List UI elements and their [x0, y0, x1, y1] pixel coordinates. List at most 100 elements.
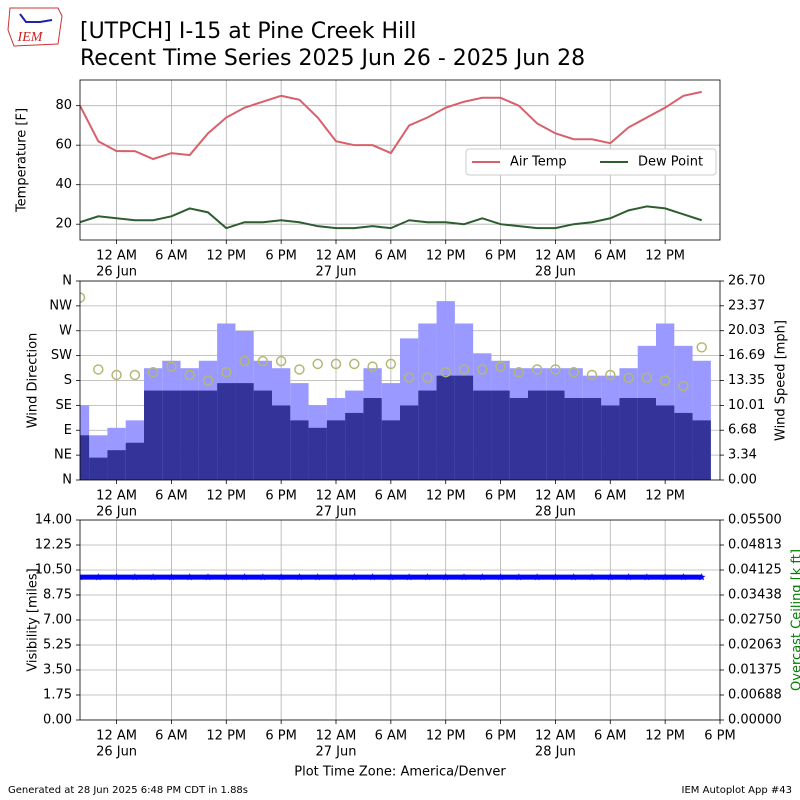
wind-bar	[491, 390, 510, 480]
wind-bar	[637, 398, 656, 480]
wind-bar	[253, 390, 272, 480]
x-tick-label: 12 AM	[316, 249, 357, 264]
x-tick-label: 12 AM	[96, 489, 137, 504]
direction-point	[166, 361, 177, 372]
wind-bar	[509, 398, 528, 480]
wind-bar	[144, 390, 163, 480]
direction-point	[568, 366, 579, 378]
plot-frame	[79, 79, 721, 241]
x-tick-label: 6 PM	[485, 729, 516, 744]
y2-tick-label: 0.04813	[728, 538, 782, 553]
x-tick-label: 6 AM	[375, 249, 408, 264]
y-tick-label: SW	[51, 348, 72, 363]
wind-bar	[235, 383, 254, 480]
direction-point	[80, 292, 86, 303]
x-tick-label: 12 AM	[316, 489, 357, 504]
y-tick-label: 40	[55, 177, 72, 192]
wind-bar	[601, 405, 620, 480]
y-tick-label: N	[62, 274, 72, 289]
direction-point	[605, 369, 616, 381]
y2-tick-label: 13.35	[728, 373, 765, 388]
direction-point	[294, 364, 305, 375]
wind-bar	[454, 375, 474, 480]
y2-tick-label: 23.37	[728, 298, 765, 313]
footer-left: Generated at 28 Jun 2025 6:48 PM CDT in …	[8, 785, 248, 796]
y-axis-label: Wind Direction	[26, 333, 41, 429]
logo-text: IEM	[17, 30, 44, 45]
wind-bar	[692, 420, 711, 480]
y2-tick-label: 0.00000	[728, 713, 782, 728]
x-tick-label: 6 AM	[594, 729, 627, 744]
y2-tick-label: 16.69	[728, 348, 765, 363]
y2-tick-label: 0.02063	[728, 638, 782, 653]
x-tick-date: 26 Jun	[96, 505, 137, 520]
wind-bar	[162, 390, 181, 480]
y-tick-label: S	[64, 373, 72, 388]
wind-bar	[473, 390, 492, 480]
x-tick-label: 6 PM	[485, 249, 516, 264]
direction-point	[696, 342, 707, 353]
y-tick-label: 20	[55, 217, 72, 232]
wind-bar	[80, 435, 90, 480]
x-tick-label: 6 AM	[594, 489, 627, 504]
wind-bar	[345, 412, 364, 480]
wind-bar	[217, 383, 236, 480]
direction-point	[129, 369, 141, 381]
y-tick-label: 3.50	[43, 663, 72, 678]
y2-tick-label: 0.01375	[728, 663, 782, 678]
x-tick-label: 12 PM	[645, 489, 685, 504]
wind-bar	[546, 390, 565, 480]
direction-point	[477, 364, 488, 375]
direction-point	[221, 366, 232, 378]
direction-point	[111, 369, 122, 381]
line-series	[80, 90, 702, 161]
direction-point	[641, 372, 653, 383]
wind-bar	[381, 420, 400, 480]
y2-tick-label: 0.04125	[728, 563, 782, 578]
plot-area	[80, 281, 720, 480]
wind-bar	[400, 405, 419, 480]
y2-tick-label: 0.03438	[728, 588, 782, 603]
y-tick-label: NW	[49, 298, 72, 313]
y-tick-label: NE	[54, 448, 72, 463]
y-tick-label: 10.50	[35, 563, 72, 578]
wind-bar	[180, 390, 199, 480]
y-tick-label: SE	[56, 398, 72, 413]
x-tick-label: 12 PM	[206, 729, 246, 744]
direction-point	[531, 364, 543, 375]
footer-right: IEM Autoplot App #43	[682, 785, 792, 796]
x-tick-date: 26 Jun	[96, 265, 137, 280]
y-tick-label: W	[59, 323, 72, 338]
y2-tick-label: 0.05500	[728, 513, 782, 528]
wind-bar	[363, 398, 382, 480]
wind-bar	[89, 457, 108, 480]
y-tick-label: 8.75	[43, 588, 72, 603]
x-tick-label: 12 AM	[96, 729, 137, 744]
y-tick-label: 1.75	[43, 688, 72, 703]
wind-bar	[674, 412, 693, 480]
wind-bar	[656, 405, 675, 480]
plot-frame	[79, 519, 721, 721]
x-tick-label: 6 PM	[265, 729, 296, 744]
wind-bar	[582, 398, 602, 480]
x-tick-label: 6 AM	[155, 489, 188, 504]
legend-label: Dew Point	[638, 155, 703, 170]
x-tick-date: 28 Jun	[535, 265, 576, 280]
x-tick-date: 27 Jun	[316, 265, 357, 280]
x-tick-label: 6 AM	[155, 729, 188, 744]
plot-frame	[79, 280, 721, 481]
x-tick-label: 6 AM	[375, 729, 408, 744]
direction-point	[440, 366, 451, 378]
wind-bar	[418, 390, 437, 480]
plot-area	[80, 80, 720, 240]
plot-area	[80, 520, 720, 720]
legend: Air Temp Dew Point	[465, 148, 717, 176]
direction-point	[385, 358, 397, 370]
subtitle: Recent Time Series 2025 Jun 26 - 2025 Ju…	[80, 46, 585, 71]
wind-bar	[564, 398, 583, 480]
legend-box	[465, 148, 717, 176]
y2-tick-label: 0.00688	[728, 688, 782, 703]
